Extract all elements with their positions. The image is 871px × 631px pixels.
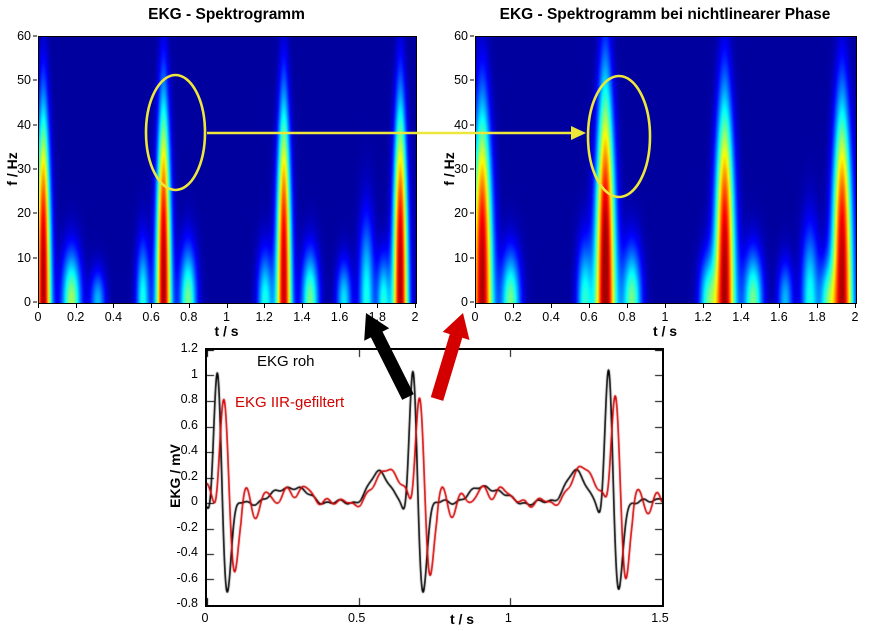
x-tick-mark [264, 304, 266, 308]
y-tick-label: 1.2 [180, 341, 198, 355]
right-spectrogram-title: EKG - Spektrogramm bei nichtlinearer Pha… [499, 6, 831, 23]
x-tick-mark [513, 304, 514, 308]
x-tick-mark [703, 304, 704, 308]
x-tick-label: 1.4 [732, 310, 750, 324]
x-tick-label: 1 [223, 310, 230, 324]
y-tick-label: -0.4 [176, 545, 198, 559]
x-tick-label: 1 [504, 611, 512, 625]
y-tick-label: 0 [24, 295, 31, 309]
y-tick-label: 60 [17, 29, 31, 43]
y-tick-label: 50 [17, 73, 31, 88]
x-tick-label: 1.2 [255, 310, 273, 324]
x-tick-label: 0.8 [618, 310, 636, 324]
x-tick-mark [475, 304, 476, 308]
x-tick-mark [589, 304, 590, 308]
y-tick-mark [470, 301, 474, 303]
x-tick-mark [551, 304, 552, 308]
y-tick-label: 20 [17, 206, 31, 221]
x-tick-mark [38, 304, 39, 308]
y-tick-label: 40 [17, 117, 31, 132]
left-spectrogram-heatmap [38, 36, 417, 304]
x-tick-label: 0.8 [180, 310, 198, 324]
x-tick-mark [113, 304, 115, 308]
y-tick-mark [470, 79, 474, 81]
x-tick-label: 1.6 [330, 310, 349, 324]
x-tick-mark [741, 304, 742, 308]
x-tick-mark [377, 304, 379, 308]
y-tick-mark [33, 257, 37, 259]
x-tick-label: 0 [471, 310, 479, 324]
right-x-axis-label: t / s [652, 323, 678, 339]
ekg-x-axis-label: t / s [449, 611, 475, 627]
y-tick-label: 10 [17, 250, 31, 265]
x-tick-label: 0.4 [542, 310, 560, 324]
x-tick-mark [817, 304, 818, 308]
y-tick-mark [33, 168, 37, 170]
legend-ekg-raw: EKG roh [257, 353, 315, 370]
x-tick-label: 1.5 [651, 611, 669, 625]
y-tick-label: 0.8 [180, 392, 198, 406]
x-tick-mark [855, 304, 856, 308]
legend-ekg-filtered: EKG IIR-gefiltert [235, 394, 345, 411]
left-spectrogram-title: EKG - Spektrogramm [148, 6, 305, 23]
x-tick-mark [226, 304, 228, 308]
y-tick-mark [33, 79, 37, 81]
y-tick-label: 0.2 [180, 468, 198, 483]
y-tick-mark [33, 301, 37, 303]
y-tick-mark [470, 212, 474, 214]
right-spectrogram-heatmap [475, 36, 857, 304]
x-tick-mark [75, 304, 77, 308]
y-tick-mark [470, 168, 474, 170]
y-tick-label: -0.8 [176, 596, 198, 610]
y-tick-label: 0.4 [180, 443, 198, 457]
y-tick-label: 30 [17, 162, 31, 176]
x-tick-label: 0 [201, 611, 209, 625]
y-tick-label: -0.2 [176, 519, 198, 534]
x-tick-mark [151, 304, 153, 308]
x-tick-mark [339, 304, 341, 308]
x-tick-label: 0.4 [104, 310, 123, 324]
x-tick-mark [779, 304, 780, 308]
y-tick-mark [33, 212, 37, 214]
x-tick-label: 0.6 [142, 310, 160, 324]
x-tick-mark [301, 304, 303, 308]
y-tick-mark [470, 124, 474, 126]
y-tick-label: -0.6 [176, 570, 198, 585]
y-tick-mark [470, 35, 474, 37]
x-tick-mark [415, 304, 416, 308]
y-tick-mark [33, 124, 37, 126]
x-tick-label: 1.8 [368, 310, 386, 324]
x-tick-label: 1 [661, 310, 669, 324]
x-tick-label: 0.5 [347, 611, 366, 625]
y-tick-label: 50 [454, 73, 468, 88]
x-tick-label: 1.2 [694, 310, 712, 324]
x-tick-mark [188, 304, 190, 308]
y-tick-label: 60 [454, 29, 468, 43]
x-tick-label: 0.2 [66, 310, 85, 324]
x-tick-mark [627, 304, 628, 308]
x-tick-label: 2 [851, 310, 859, 324]
x-tick-label: 1.8 [808, 310, 826, 324]
x-tick-label: 2 [411, 310, 419, 324]
y-tick-label: 30 [454, 162, 468, 176]
ekg-time-plot [205, 348, 664, 607]
y-tick-label: 10 [454, 250, 468, 265]
x-tick-label: 1.4 [293, 310, 311, 324]
y-tick-label: 40 [454, 117, 468, 132]
y-tick-mark [470, 257, 474, 259]
y-tick-label: 20 [454, 206, 468, 221]
x-tick-mark [665, 304, 666, 308]
y-tick-label: 0.6 [180, 417, 198, 432]
y-tick-label: 0 [191, 494, 198, 508]
y-tick-label: 0 [461, 295, 468, 309]
y-tick-label: 1 [191, 366, 198, 381]
left-x-axis-label: t / s [214, 323, 239, 339]
x-tick-label: 0.2 [504, 310, 522, 324]
y-tick-mark [33, 35, 37, 37]
x-tick-label: 1.6 [770, 310, 788, 324]
x-tick-label: 0.6 [580, 310, 598, 324]
x-tick-label: 0 [34, 310, 42, 324]
